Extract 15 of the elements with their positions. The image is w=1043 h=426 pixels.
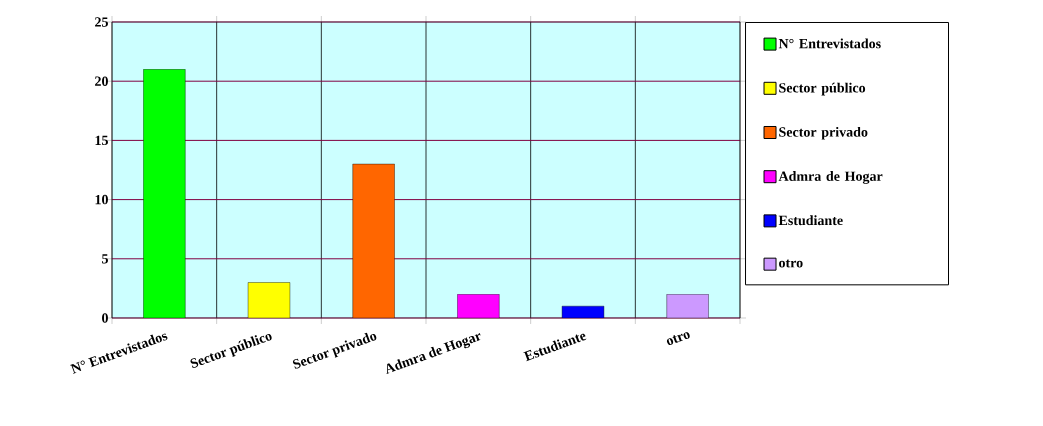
legend-label: otro: [779, 259, 803, 268]
y-tick-label: 15: [95, 135, 108, 146]
y-tick-label: 0: [102, 313, 108, 323]
x-tick-label: Admra de Hogar: [386, 333, 481, 374]
y-tick-label: 25: [95, 17, 108, 27]
legend-label: Estudiante: [778, 215, 843, 226]
legend-label: Sector privado: [779, 126, 868, 140]
y-tick-label: 20: [95, 76, 108, 86]
y-tick-label: 5: [102, 254, 108, 264]
x-tick-label: otro: [666, 332, 690, 346]
legend-label: N° Entrevistados: [778, 38, 881, 49]
legend-label: Admra de Hogar: [778, 171, 883, 184]
y-tick-label: 10: [95, 194, 108, 205]
x-tick-label: Sector público: [190, 333, 272, 368]
legend-label: Sector público: [779, 82, 866, 96]
